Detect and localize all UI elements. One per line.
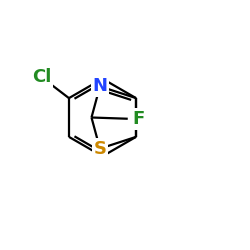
Text: F: F (133, 110, 145, 128)
Text: S: S (94, 140, 106, 158)
Text: N: N (92, 78, 108, 96)
Text: Cl: Cl (32, 68, 51, 86)
